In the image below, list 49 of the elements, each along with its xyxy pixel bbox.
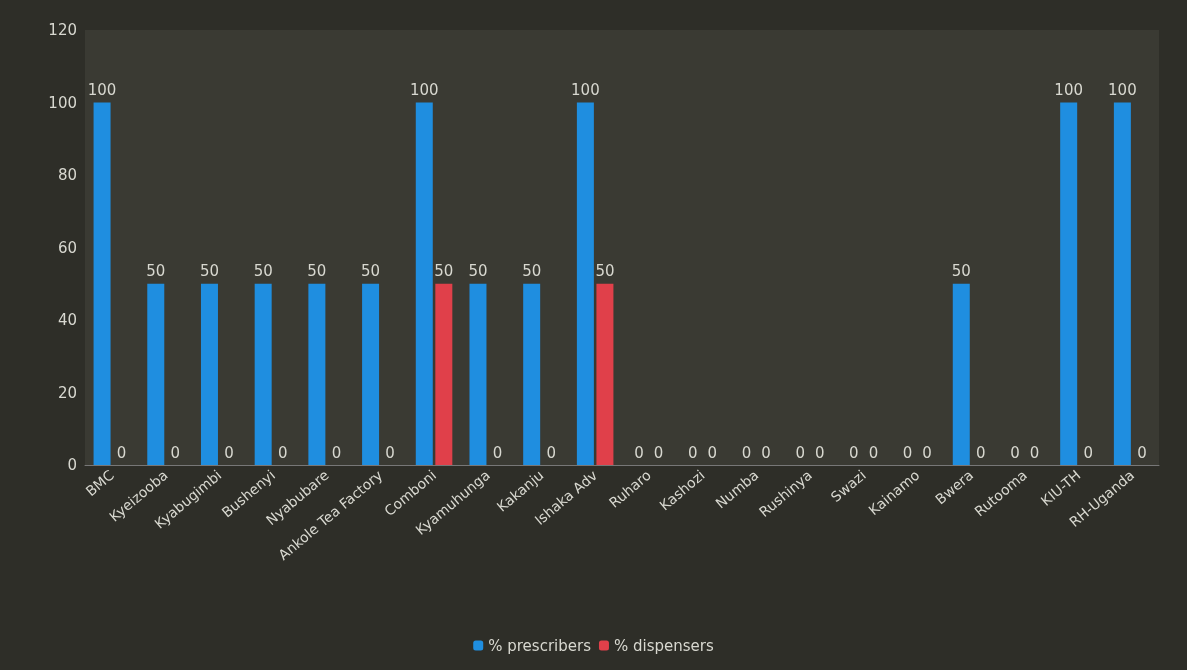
data-label: 0 (849, 443, 859, 462)
data-label: 0 (1029, 443, 1040, 462)
data-label: 50 (522, 262, 542, 281)
data-label: 0 (224, 443, 234, 462)
data-label: 100 (571, 81, 600, 99)
data-label: 0 (634, 443, 644, 462)
data-label: 0 (868, 443, 879, 462)
data-label: 0 (761, 443, 771, 462)
data-label: 50 (146, 262, 166, 281)
y-tick-label: 20 (57, 383, 77, 402)
data-label: 0 (795, 443, 805, 462)
data-label: 100 (409, 81, 439, 99)
data-label: 50 (307, 262, 327, 281)
data-label: 0 (492, 443, 503, 462)
y-tick-label: 120 (48, 21, 77, 39)
legend-label: % dispensers (613, 636, 714, 655)
data-label: 0 (1083, 443, 1093, 462)
data-label: 50 (951, 262, 971, 281)
data-label: 50 (468, 262, 488, 281)
data-label: 0 (546, 443, 556, 462)
data-label: 0 (741, 443, 752, 462)
data-label: 0 (707, 443, 718, 462)
data-label: 0 (976, 443, 986, 462)
data-label: 0 (1010, 443, 1020, 462)
data-label: 0 (385, 443, 395, 462)
data-label: 0 (170, 443, 181, 462)
y-tick-label: 0 (67, 456, 77, 474)
y-tick-label: 60 (57, 238, 77, 257)
data-label: 100 (87, 81, 117, 99)
data-label: 50 (434, 262, 454, 281)
y-tick-label: 80 (57, 166, 77, 184)
data-label: 50 (595, 262, 615, 281)
data-label: 50 (253, 262, 273, 281)
data-label: 0 (688, 443, 698, 462)
data-label: 0 (331, 443, 342, 462)
legend-label: % prescribers (488, 636, 592, 655)
data-label: 0 (1137, 443, 1147, 462)
data-label: 0 (116, 443, 127, 462)
data-label: 100 (1054, 81, 1083, 99)
data-label: 100 (1108, 81, 1137, 99)
data-label: 50 (361, 262, 381, 281)
data-label: 0 (902, 443, 913, 462)
data-label: 0 (922, 443, 932, 462)
data-label: 0 (277, 443, 288, 462)
data-label: 50 (199, 262, 220, 281)
data-label: 0 (814, 443, 825, 462)
y-tick-label: 40 (57, 311, 77, 329)
data-label: 0 (653, 443, 664, 462)
y-tick-label: 100 (48, 93, 77, 112)
